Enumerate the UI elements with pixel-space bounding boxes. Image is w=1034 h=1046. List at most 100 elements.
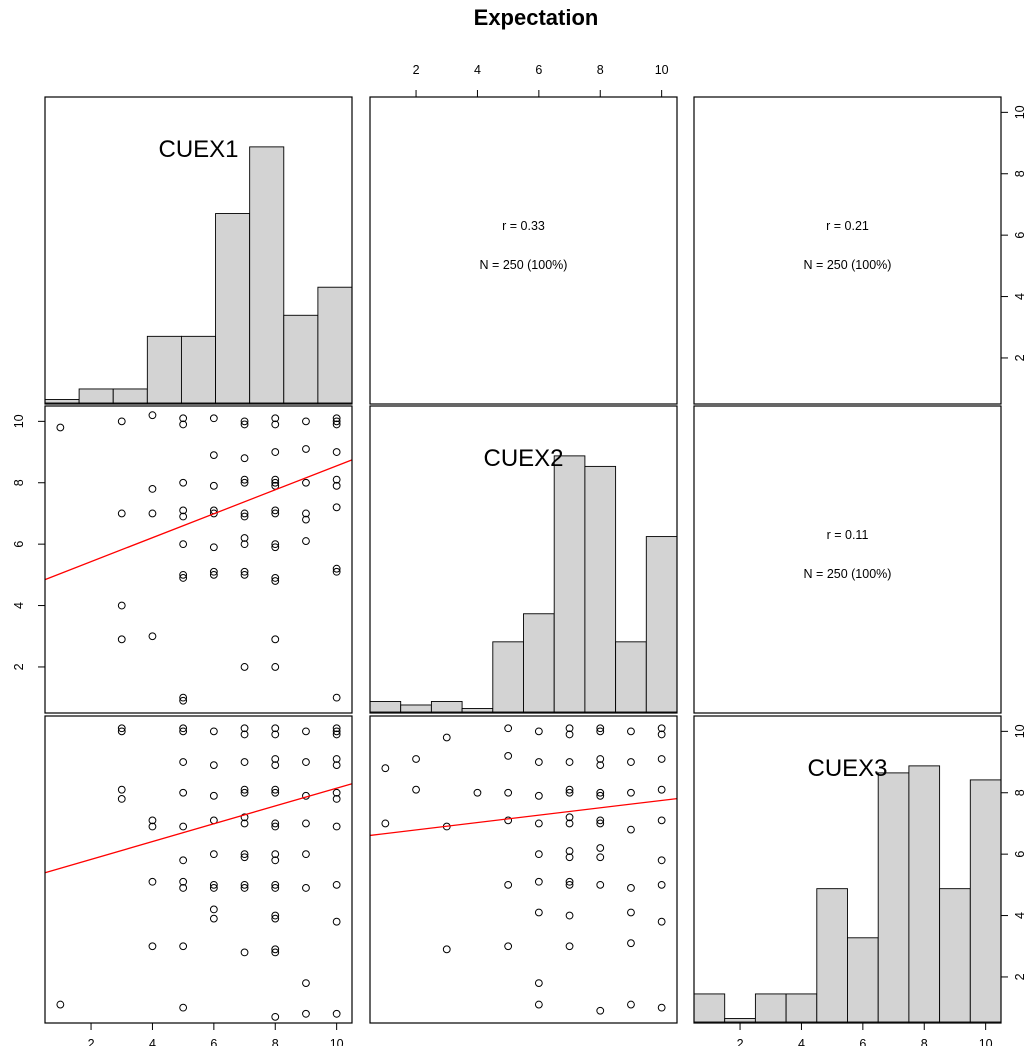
left-axis-tick-label: 2 [12,663,26,670]
point-10-36 [209,509,218,518]
point-10-23 [240,478,249,487]
point-21-18 [627,758,635,766]
top-axis-tick-label: 6 [535,63,542,77]
point-20-23 [117,794,126,803]
point-10-34 [179,512,188,521]
panel-frame [44,96,353,405]
hist-bar-cuex3-9 [939,888,971,1023]
hist-bar-cuex1-9 [317,286,353,404]
point-20-76 [332,1009,341,1018]
point-21-33 [534,819,543,828]
hist-bar-cuex2-6 [523,613,555,713]
point-20-34 [148,816,157,825]
hist-bar-cuex1-1 [44,399,80,404]
point-20-66 [148,942,157,951]
correlation-r-2: r = 0.21 [826,219,869,233]
panel-frame [369,96,678,405]
point-20-70 [271,945,280,954]
point-21-17 [596,761,605,770]
point-20-44 [209,850,218,859]
bottom-axis-tick-label: 4 [149,1037,156,1046]
bottom-axis-tick-label: 10 [330,1037,344,1046]
point-20-25 [209,791,218,800]
point-20-28 [271,788,280,797]
point-20-69 [271,948,280,957]
point-21-47 [534,877,543,886]
point-10-48 [271,540,280,549]
top-axis-tick-label: 8 [597,63,604,77]
panel-3-2 [369,715,678,1024]
right-axis-tick-label: 2 [1013,354,1027,361]
point-20-67 [179,942,188,951]
point-21-13 [504,752,513,760]
point-10-37 [240,509,249,518]
point-21-56 [657,917,666,926]
right-axis-tick-label: 2 [1013,973,1027,980]
point-10-6 [209,414,218,423]
point-10-30 [332,481,341,490]
panel-frame [693,96,1002,405]
point-20-58 [271,884,280,892]
regression-line-10 [44,459,353,581]
point-20-11 [332,727,341,736]
point-21-46 [504,880,513,889]
hist-bar-cuex1-7 [249,146,285,404]
point-21-16 [596,755,605,763]
point-20-37 [240,819,249,828]
point-10-31 [117,509,126,518]
point-21-21 [473,788,482,797]
point-21-62 [534,1000,543,1009]
point-20-57 [271,880,280,889]
point-10-20 [148,484,157,493]
hist-bar-cuex2-4 [461,708,494,713]
correlation-n-1: N = 250 (100%) [480,258,568,272]
point-21-30 [381,819,390,828]
point-20-38 [240,813,249,822]
point-10-25 [271,478,280,487]
variable-label-cuex3: CUEX3 [807,755,887,782]
point-20-55 [240,884,249,892]
point-21-41 [565,847,574,855]
point-20-18 [271,761,280,770]
point-10-49 [271,543,280,552]
regression-line-20 [44,783,353,874]
point-20-52 [179,884,188,892]
point-21-29 [657,785,666,794]
bottom-axis-tick-label: 2 [737,1037,744,1046]
point-20-31 [332,788,341,797]
left-axis-tick-label: 8 [12,479,26,486]
point-21-27 [596,791,605,800]
point-21-32 [504,816,513,825]
regression-line-21 [369,797,678,837]
point-10-2 [117,417,126,426]
point-20-2 [117,727,126,736]
point-21-60 [627,939,635,948]
point-10-28 [302,478,310,487]
point-21-52 [657,880,666,889]
panel-frame [369,715,678,1024]
hist-bar-cuex2-5 [492,641,524,713]
point-21-43 [596,844,605,852]
point-21-59 [565,942,574,951]
point-20-13 [332,730,341,739]
point-20-1 [117,724,126,733]
point-20-19 [302,758,310,766]
hist-bar-cuex3-8 [908,765,941,1023]
right-axis-tick-label: 10 [1013,105,1027,119]
correlation-n-3: N = 250 (100%) [804,567,892,581]
point-10-52 [179,574,188,582]
point-21-15 [565,758,574,766]
correlation-r-3: r = 0.11 [827,528,869,542]
point-21-19 [657,755,666,763]
point-20-42 [332,822,341,831]
point-21-28 [627,788,635,797]
hist-bar-cuex1-5 [180,335,217,404]
point-10-50 [302,537,310,545]
panel-frame [693,715,1002,1024]
point-20-22 [117,785,126,794]
point-20-27 [240,785,249,794]
point-10-12 [332,417,341,426]
point-10-11 [302,417,310,426]
right-axis-tick-label: 10 [1013,724,1027,738]
point-21-14 [534,758,543,766]
